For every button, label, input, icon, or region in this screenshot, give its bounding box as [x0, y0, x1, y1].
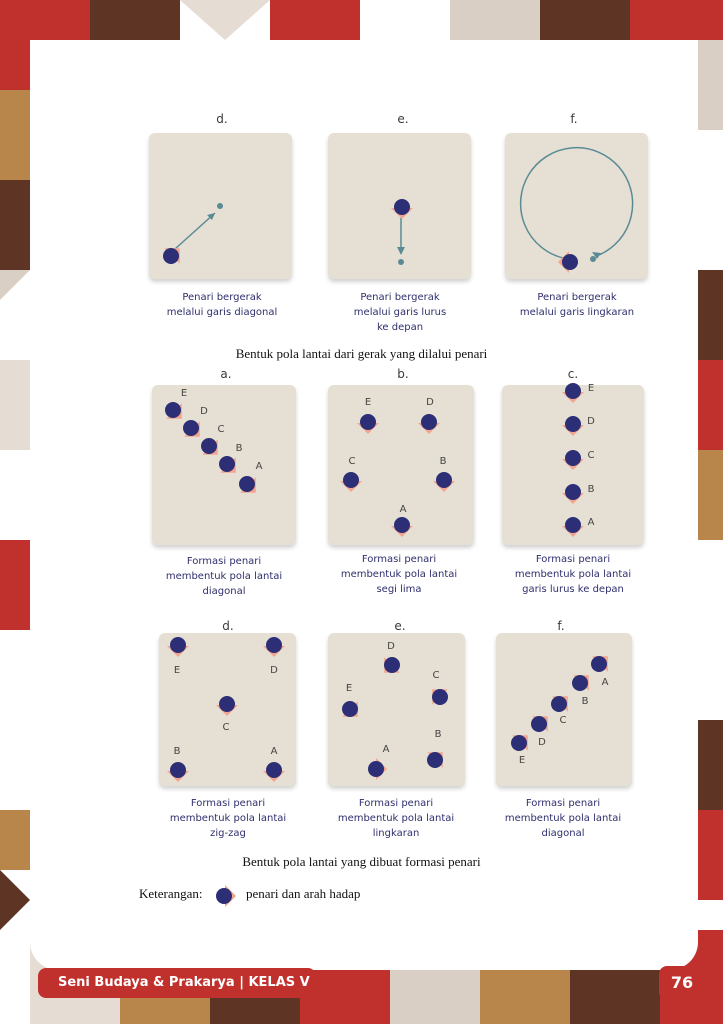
figure-label-a: a. — [220, 367, 232, 381]
figure-caption-f: Penari bergerak melalui garis lingkaran — [519, 292, 635, 318]
dancer-icon — [165, 633, 191, 659]
dancer-letter: C — [348, 456, 356, 467]
dancer-icon — [422, 747, 448, 773]
dancer-icon — [337, 696, 363, 722]
dancer-letter: B — [587, 484, 595, 495]
formation-caption-b: Formasi penari membentuk pola lantai seg… — [340, 554, 458, 595]
dancer-icon — [338, 468, 364, 494]
formation-caption-d: Formasi penari membentuk pola lantai zig… — [169, 798, 287, 839]
dancer-letter: A — [601, 677, 609, 688]
dancer-icon — [431, 468, 457, 494]
dancer-icon — [389, 513, 415, 539]
dancer-icon — [379, 652, 405, 678]
figure-label-e: e. — [397, 112, 409, 126]
dancer-icon — [416, 410, 442, 436]
formation-caption-f: Formasi penari membentuk pola lantai dia… — [504, 798, 622, 839]
dancer-letter: A — [587, 517, 595, 528]
dancer-icon — [159, 243, 185, 269]
formation-caption-e: Formasi penari membentuk pola lantai lin… — [337, 798, 455, 839]
dancer-icon — [214, 692, 240, 718]
dancer-icon — [215, 452, 241, 478]
dancer-letter: C — [432, 670, 440, 681]
dancer-icon — [261, 633, 287, 659]
dancer-letter: B — [439, 456, 447, 467]
dancer-letter: B — [235, 443, 243, 454]
legend-text: penari dan arah hadap — [246, 886, 361, 901]
dancer-letter: B — [434, 729, 442, 740]
dancer-letter: A — [399, 504, 407, 515]
dancer-icon — [547, 691, 573, 717]
dancer-icon — [560, 446, 586, 472]
dancer-icon — [389, 195, 415, 221]
dancer-icon — [235, 472, 261, 498]
dancer-icon — [197, 434, 223, 460]
dancer-letter: D — [200, 406, 208, 417]
figure-label-d: d. — [216, 112, 228, 126]
dancer-icon — [507, 730, 533, 756]
dancer-letter: D — [387, 641, 395, 652]
dancer-icon — [560, 412, 586, 438]
dancer-icon — [427, 684, 453, 710]
figure-label-c: c. — [567, 367, 579, 381]
section-heading-formation: Bentuk pola lantai yang dibuat formasi p… — [242, 854, 481, 869]
dancer-letter: E — [587, 383, 595, 394]
figure-caption-e: Penari bergerak melalui garis lurus ke d… — [353, 292, 447, 333]
dancer-icon — [179, 416, 205, 442]
dancer-letter: E — [180, 388, 188, 399]
dancer-letter: E — [173, 665, 181, 676]
dancer-icon — [556, 249, 582, 275]
dancer-letter: C — [559, 715, 567, 726]
dancer-letter: C — [222, 722, 230, 733]
dancer-letter: D — [270, 665, 278, 676]
figure-label-b: b. — [397, 367, 409, 381]
dancer-icon — [568, 670, 594, 696]
dancer-icon — [527, 711, 553, 737]
figure-label-e2: e. — [394, 619, 406, 633]
legend-label: Keterangan: — [139, 886, 203, 901]
dancer-icon — [560, 480, 586, 506]
dancer-letter: C — [217, 424, 225, 435]
dancer-icon — [212, 883, 238, 909]
footer-title: Seni Budaya & Prakarya | KELAS V — [58, 975, 310, 990]
dancer-letter: A — [270, 746, 278, 757]
dancer-letter: D — [587, 416, 595, 427]
dancer-letter: A — [382, 744, 390, 755]
figure-label-d2: d. — [222, 619, 234, 633]
arrow-icon — [519, 146, 634, 262]
arrow-icon — [397, 218, 405, 265]
dancer-letter: E — [518, 755, 526, 766]
figure-caption-d: Penari bergerak melalui garis diagonal — [166, 292, 278, 318]
footer-bar — [38, 968, 316, 998]
dancer-icon — [161, 398, 187, 424]
dancer-icon — [363, 756, 389, 782]
dancer-letter: A — [255, 461, 263, 472]
formation-caption-c: Formasi penari membentuk pola lantai gar… — [514, 554, 632, 595]
figure-box-circle-path — [505, 133, 648, 279]
dancer-icon — [355, 410, 381, 436]
arrow-icon — [174, 203, 223, 250]
dancer-icon — [261, 758, 287, 784]
dancer-letter: C — [587, 450, 595, 461]
dancer-letter: B — [173, 746, 181, 757]
figure-label-f2: f. — [557, 619, 565, 633]
dancer-letter: D — [538, 737, 546, 748]
dancer-letter: E — [345, 683, 353, 694]
figure-label-f: f. — [570, 112, 578, 126]
dancer-letter: E — [364, 397, 372, 408]
dancer-letter: D — [426, 397, 434, 408]
page-number: 76 — [659, 966, 705, 1000]
dancer-letter: B — [581, 696, 589, 707]
dancer-icon — [560, 379, 586, 405]
dancer-icon — [560, 513, 586, 539]
dancer-icon — [165, 758, 191, 784]
formation-caption-a: Formasi penari membentuk pola lantai dia… — [165, 556, 283, 597]
dancer-icon — [587, 651, 613, 677]
section-heading-path: Bentuk pola lantai dari gerak yang dilal… — [235, 346, 488, 361]
